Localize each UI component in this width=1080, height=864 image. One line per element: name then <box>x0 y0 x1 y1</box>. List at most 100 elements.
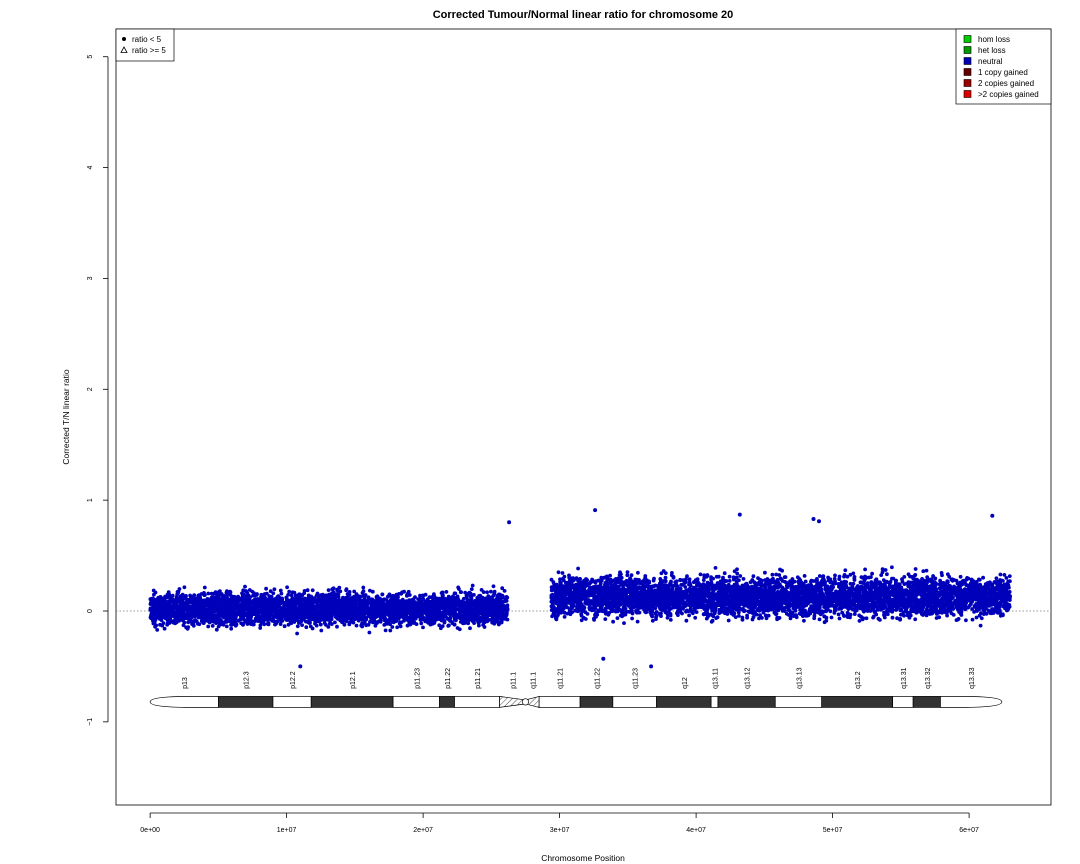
data-point <box>275 619 280 624</box>
data-point <box>474 617 479 622</box>
data-point <box>162 626 167 631</box>
data-point <box>220 621 225 625</box>
data-point <box>278 600 282 605</box>
data-point <box>278 609 282 614</box>
data-point <box>293 612 298 616</box>
data-point <box>228 611 233 616</box>
data-point <box>471 601 476 606</box>
data-point <box>179 594 184 598</box>
data-point <box>287 604 292 609</box>
data-point <box>224 624 229 629</box>
data-point <box>256 600 261 604</box>
data-point <box>241 599 246 603</box>
data-point <box>446 624 451 628</box>
data-point <box>226 600 231 605</box>
data-point <box>224 594 229 599</box>
data-point <box>405 594 409 598</box>
data-point <box>424 604 429 609</box>
data-point <box>313 621 317 626</box>
data-point <box>502 589 507 593</box>
data-point <box>258 623 263 628</box>
plot-frame <box>115 28 1052 806</box>
data-point <box>502 599 507 604</box>
data-point <box>322 618 327 623</box>
data-point <box>336 592 341 597</box>
data-point <box>439 603 444 608</box>
data-point <box>315 603 320 608</box>
data-point <box>470 583 475 588</box>
data-point <box>476 613 480 618</box>
data-point <box>364 617 369 622</box>
data-point <box>158 614 162 619</box>
data-point <box>265 614 270 619</box>
data-point <box>481 597 486 601</box>
data-point <box>979 611 983 616</box>
data-point <box>246 597 251 601</box>
data-point <box>375 621 379 625</box>
data-point <box>351 617 355 621</box>
data-point <box>156 595 161 600</box>
data-point <box>485 613 490 618</box>
data-point <box>206 591 211 596</box>
data-point <box>425 597 430 602</box>
data-point <box>439 626 443 631</box>
data-point <box>453 591 458 596</box>
data-point <box>201 609 205 613</box>
data-point <box>287 589 292 594</box>
data-point <box>467 608 472 612</box>
data-point <box>481 611 486 615</box>
data-point <box>320 607 325 612</box>
data-point <box>362 607 366 611</box>
data-point <box>409 612 414 617</box>
data-point <box>270 607 275 612</box>
data-point <box>333 607 338 612</box>
data-point <box>464 595 469 600</box>
data-point <box>222 615 227 620</box>
data-point <box>500 586 505 591</box>
data-point <box>156 611 161 615</box>
data-point <box>497 610 501 615</box>
data-point <box>206 624 211 629</box>
data-point <box>477 600 482 605</box>
data-point <box>448 618 452 623</box>
data-point <box>361 585 366 590</box>
data-point <box>395 604 400 609</box>
data-point <box>330 591 334 596</box>
data-point <box>281 607 286 611</box>
data-point <box>249 619 254 624</box>
data-point <box>350 613 355 618</box>
data-point <box>326 588 331 592</box>
data-point <box>437 610 442 614</box>
data-point <box>289 612 294 617</box>
data-point <box>260 618 265 623</box>
data-point <box>378 608 382 613</box>
data-point <box>217 621 222 626</box>
data-point <box>366 622 371 627</box>
data-point <box>400 611 405 616</box>
data-point <box>306 620 311 625</box>
data-point <box>186 598 191 602</box>
data-point <box>337 585 342 590</box>
data-point <box>496 622 501 627</box>
data-point <box>425 614 429 618</box>
data-point <box>419 599 424 604</box>
data-point <box>277 595 282 600</box>
data-point <box>436 615 441 619</box>
data-point <box>185 607 190 612</box>
data-point <box>239 612 244 616</box>
data-point <box>370 607 375 612</box>
data-point <box>836 612 841 617</box>
data-point <box>217 593 222 597</box>
data-point <box>302 609 306 614</box>
data-point <box>505 605 510 609</box>
data-point <box>312 615 317 620</box>
data-point <box>372 601 377 606</box>
data-point <box>350 601 355 606</box>
data-point <box>166 606 171 611</box>
data-point <box>305 588 310 593</box>
data-point <box>217 600 222 604</box>
data-point <box>239 617 244 621</box>
data-point <box>419 594 424 598</box>
data-point <box>472 612 476 617</box>
